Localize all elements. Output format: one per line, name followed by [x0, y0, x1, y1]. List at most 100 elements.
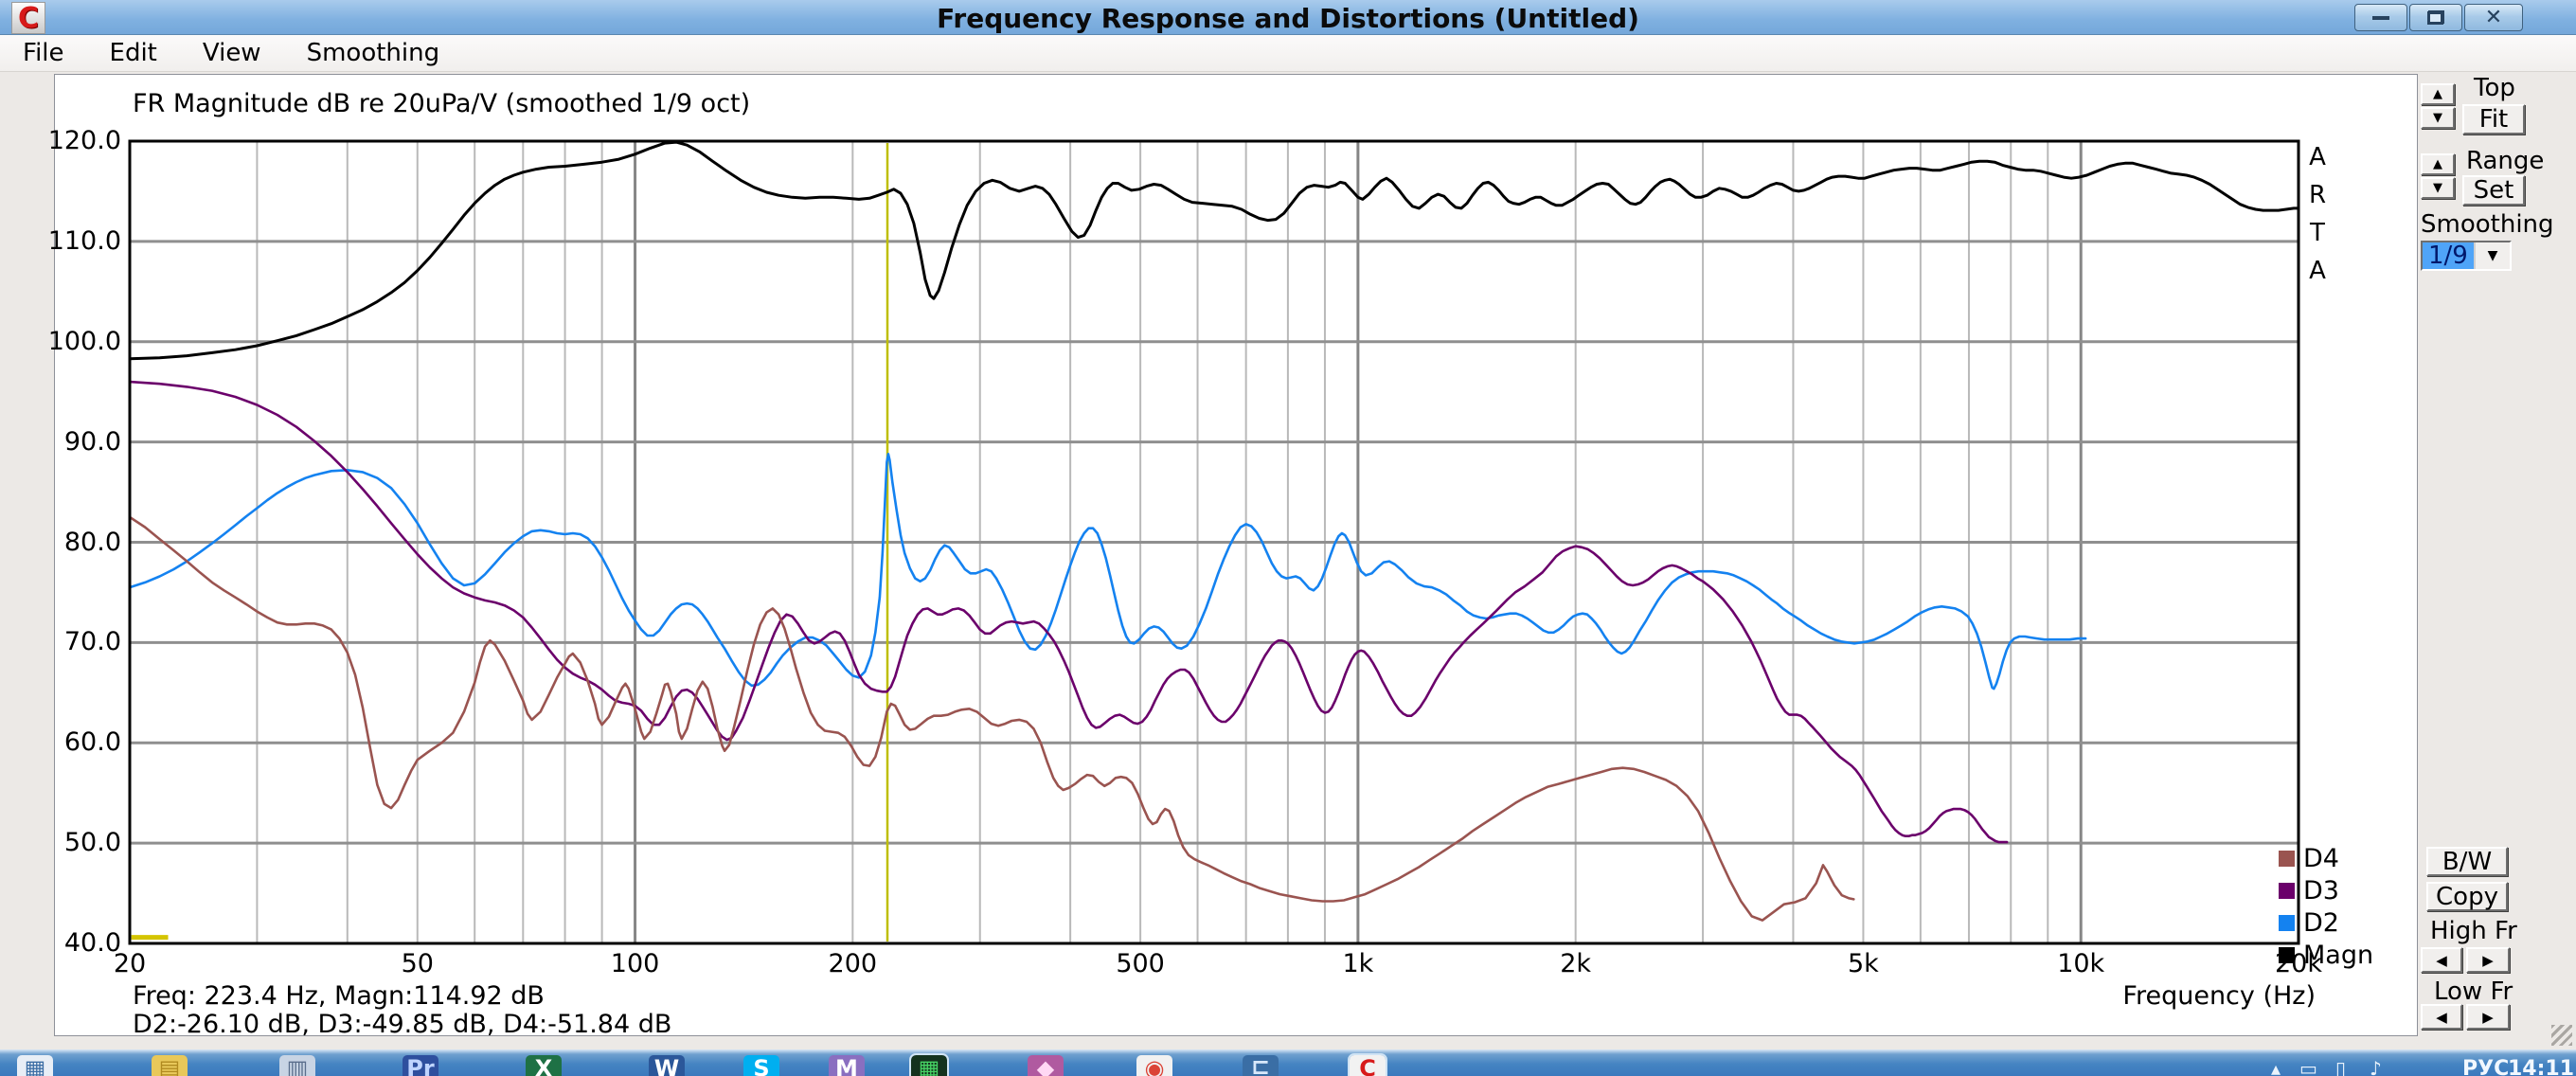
cursor-readout-line: Freq: 223.4 Hz, Magn:114.92 dB [133, 981, 545, 1011]
y-tick-label: 60.0 [63, 727, 121, 758]
y-tick-label: 50.0 [63, 828, 121, 858]
distortion-readout-line: D2:-26.10 dB, D3:-49.85 dB, D4:-51.84 dB [133, 1010, 672, 1039]
chevron-down-icon[interactable]: ▼ [2474, 242, 2510, 269]
close-icon: ✕ [2484, 5, 2503, 29]
arta-app-icon[interactable]: C [11, 2, 45, 35]
fit-button[interactable]: Fit [2462, 104, 2525, 134]
x-tick-label: 100 [610, 949, 660, 978]
update-tray-icon[interactable]: ▯ [2335, 1057, 2347, 1076]
curve-d3 [130, 380, 2009, 844]
legend-swatch [2279, 882, 2295, 899]
chrome-icon[interactable]: ◉ [1136, 1055, 1172, 1076]
mail-icon[interactable]: M [829, 1055, 865, 1076]
excel-icon[interactable]: X [526, 1055, 562, 1076]
y-tick-label: 120.0 [47, 126, 121, 155]
legend-item-d2: D2 [2279, 906, 2339, 939]
smoothing-value: 1/9 [2423, 242, 2474, 270]
close-button[interactable]: ✕ [2464, 4, 2523, 31]
x-tick-label: 1k [1342, 949, 1374, 978]
smoothing-label: Smoothing [2421, 210, 2554, 239]
windows-taskbar[interactable]: РУС 14:11 ▦ ▤ ▥ Pr X W S M ▦ ◆ ◉ ⊑ C ▴ ▭ ▯ ♪ [0, 1049, 2576, 1076]
watermark-letter: R [2308, 181, 2327, 209]
watermark-letter: A [2309, 143, 2326, 171]
legend-swatch [2279, 850, 2295, 867]
x-axis-title: Frequency (Hz) [2122, 981, 2316, 1011]
plot-frame [128, 139, 2300, 945]
arta-icon[interactable]: C [1348, 1053, 1387, 1076]
range-down-spinner[interactable]: ▼ [2421, 177, 2455, 199]
curve-magn [130, 141, 2299, 361]
high-fr-label: High Fr [2430, 917, 2517, 945]
window-bottom-edge [0, 1036, 2576, 1050]
photo-viewer-icon[interactable]: ◆ [1028, 1055, 1064, 1076]
y-tick-label: 100.0 [47, 326, 121, 356]
low-fr-right-arrow[interactable]: ▶ [2466, 1004, 2510, 1030]
menu-item-file[interactable]: File [23, 39, 64, 67]
legend-label: D3 [2303, 875, 2339, 906]
volume-tray-icon[interactable]: ♪ [2370, 1057, 2382, 1076]
tray-clock[interactable]: 14:11 [2508, 1057, 2575, 1076]
chart-title: FR Magnitude dB re 20uPa/V (smoothed 1/9… [133, 89, 751, 118]
menu-bar: File Edit View Smoothing [0, 35, 2576, 72]
word-icon[interactable]: W [649, 1055, 685, 1076]
maximize-button[interactable] [2409, 4, 2462, 31]
legend-item-magn: Magn [2279, 939, 2373, 971]
display-tray-icon[interactable]: ▭ [2299, 1057, 2317, 1076]
restore-icon [2427, 10, 2444, 25]
y-tick-label: 40.0 [63, 928, 121, 958]
watermark-letter: A [2309, 257, 2326, 285]
premiere-icon[interactable]: Pr [402, 1055, 438, 1076]
menu-item-smoothing[interactable]: Smoothing [306, 39, 440, 67]
menu-item-view[interactable]: View [202, 39, 261, 67]
range-label: Range [2466, 147, 2545, 175]
measure-tool-icon[interactable]: ⊑ [1243, 1055, 1279, 1076]
legend-item-d3: D3 [2279, 874, 2339, 906]
legend-label: D4 [2303, 843, 2339, 873]
curve-d2 [130, 452, 2087, 690]
top-up-spinner[interactable]: ▲ [2421, 83, 2455, 105]
high-fr-left-arrow[interactable]: ◀ [2421, 947, 2462, 973]
start-button-icon[interactable]: ▦ [17, 1055, 53, 1076]
tray-language-indicator[interactable]: РУС [2462, 1057, 2510, 1076]
media-player-icon[interactable]: ▥ [279, 1055, 315, 1076]
hidden-icons-chevron[interactable]: ▴ [2271, 1057, 2281, 1076]
x-tick-label: 2k [1560, 949, 1592, 978]
x-tick-label: 5k [1848, 949, 1879, 978]
folder-icon[interactable]: ▤ [152, 1055, 188, 1076]
set-button[interactable]: Set [2462, 175, 2525, 206]
watermark-letter: T [2310, 219, 2325, 247]
smoothing-dropdown[interactable]: 1/9 ▼ [2421, 241, 2512, 271]
top-label: Top [2474, 74, 2515, 102]
high-fr-right-arrow[interactable]: ▶ [2466, 947, 2510, 973]
low-fr-left-arrow[interactable]: ◀ [2421, 1004, 2462, 1030]
menu-item-edit[interactable]: Edit [109, 39, 157, 67]
minimize-button[interactable] [2354, 4, 2407, 31]
y-tick-label: 70.0 [63, 627, 121, 657]
curve-d4 [130, 515, 1855, 922]
legend-label: Magn [2303, 940, 2374, 970]
oscilloscope-icon[interactable]: ▦ [909, 1053, 949, 1076]
legend-label: D2 [2303, 907, 2339, 938]
y-tick-label: 80.0 [63, 527, 121, 557]
x-tick-label: 50 [401, 949, 434, 978]
low-fr-label: Low Fr [2434, 977, 2513, 1006]
title-bar[interactable]: C Frequency Response and Distortions (Un… [0, 0, 2576, 35]
bw-button[interactable]: B/W [2426, 847, 2508, 876]
skype-icon[interactable]: S [743, 1055, 779, 1076]
top-down-spinner[interactable]: ▼ [2421, 107, 2455, 129]
y-tick-label: 110.0 [47, 225, 121, 256]
x-tick-label: 200 [828, 949, 878, 978]
window-title: Frequency Response and Distortions (Unti… [937, 3, 1639, 34]
range-up-spinner[interactable]: ▲ [2421, 153, 2455, 175]
y-tick-label: 90.0 [63, 426, 121, 457]
copy-button[interactable]: Copy [2426, 882, 2508, 911]
x-tick-label: 500 [1116, 949, 1165, 978]
resize-grip[interactable] [2551, 1025, 2572, 1046]
legend-swatch [2279, 914, 2295, 931]
x-tick-label: 10k [2057, 949, 2105, 978]
x-tick-label: 20 [113, 949, 147, 978]
minimize-icon [2372, 15, 2389, 20]
